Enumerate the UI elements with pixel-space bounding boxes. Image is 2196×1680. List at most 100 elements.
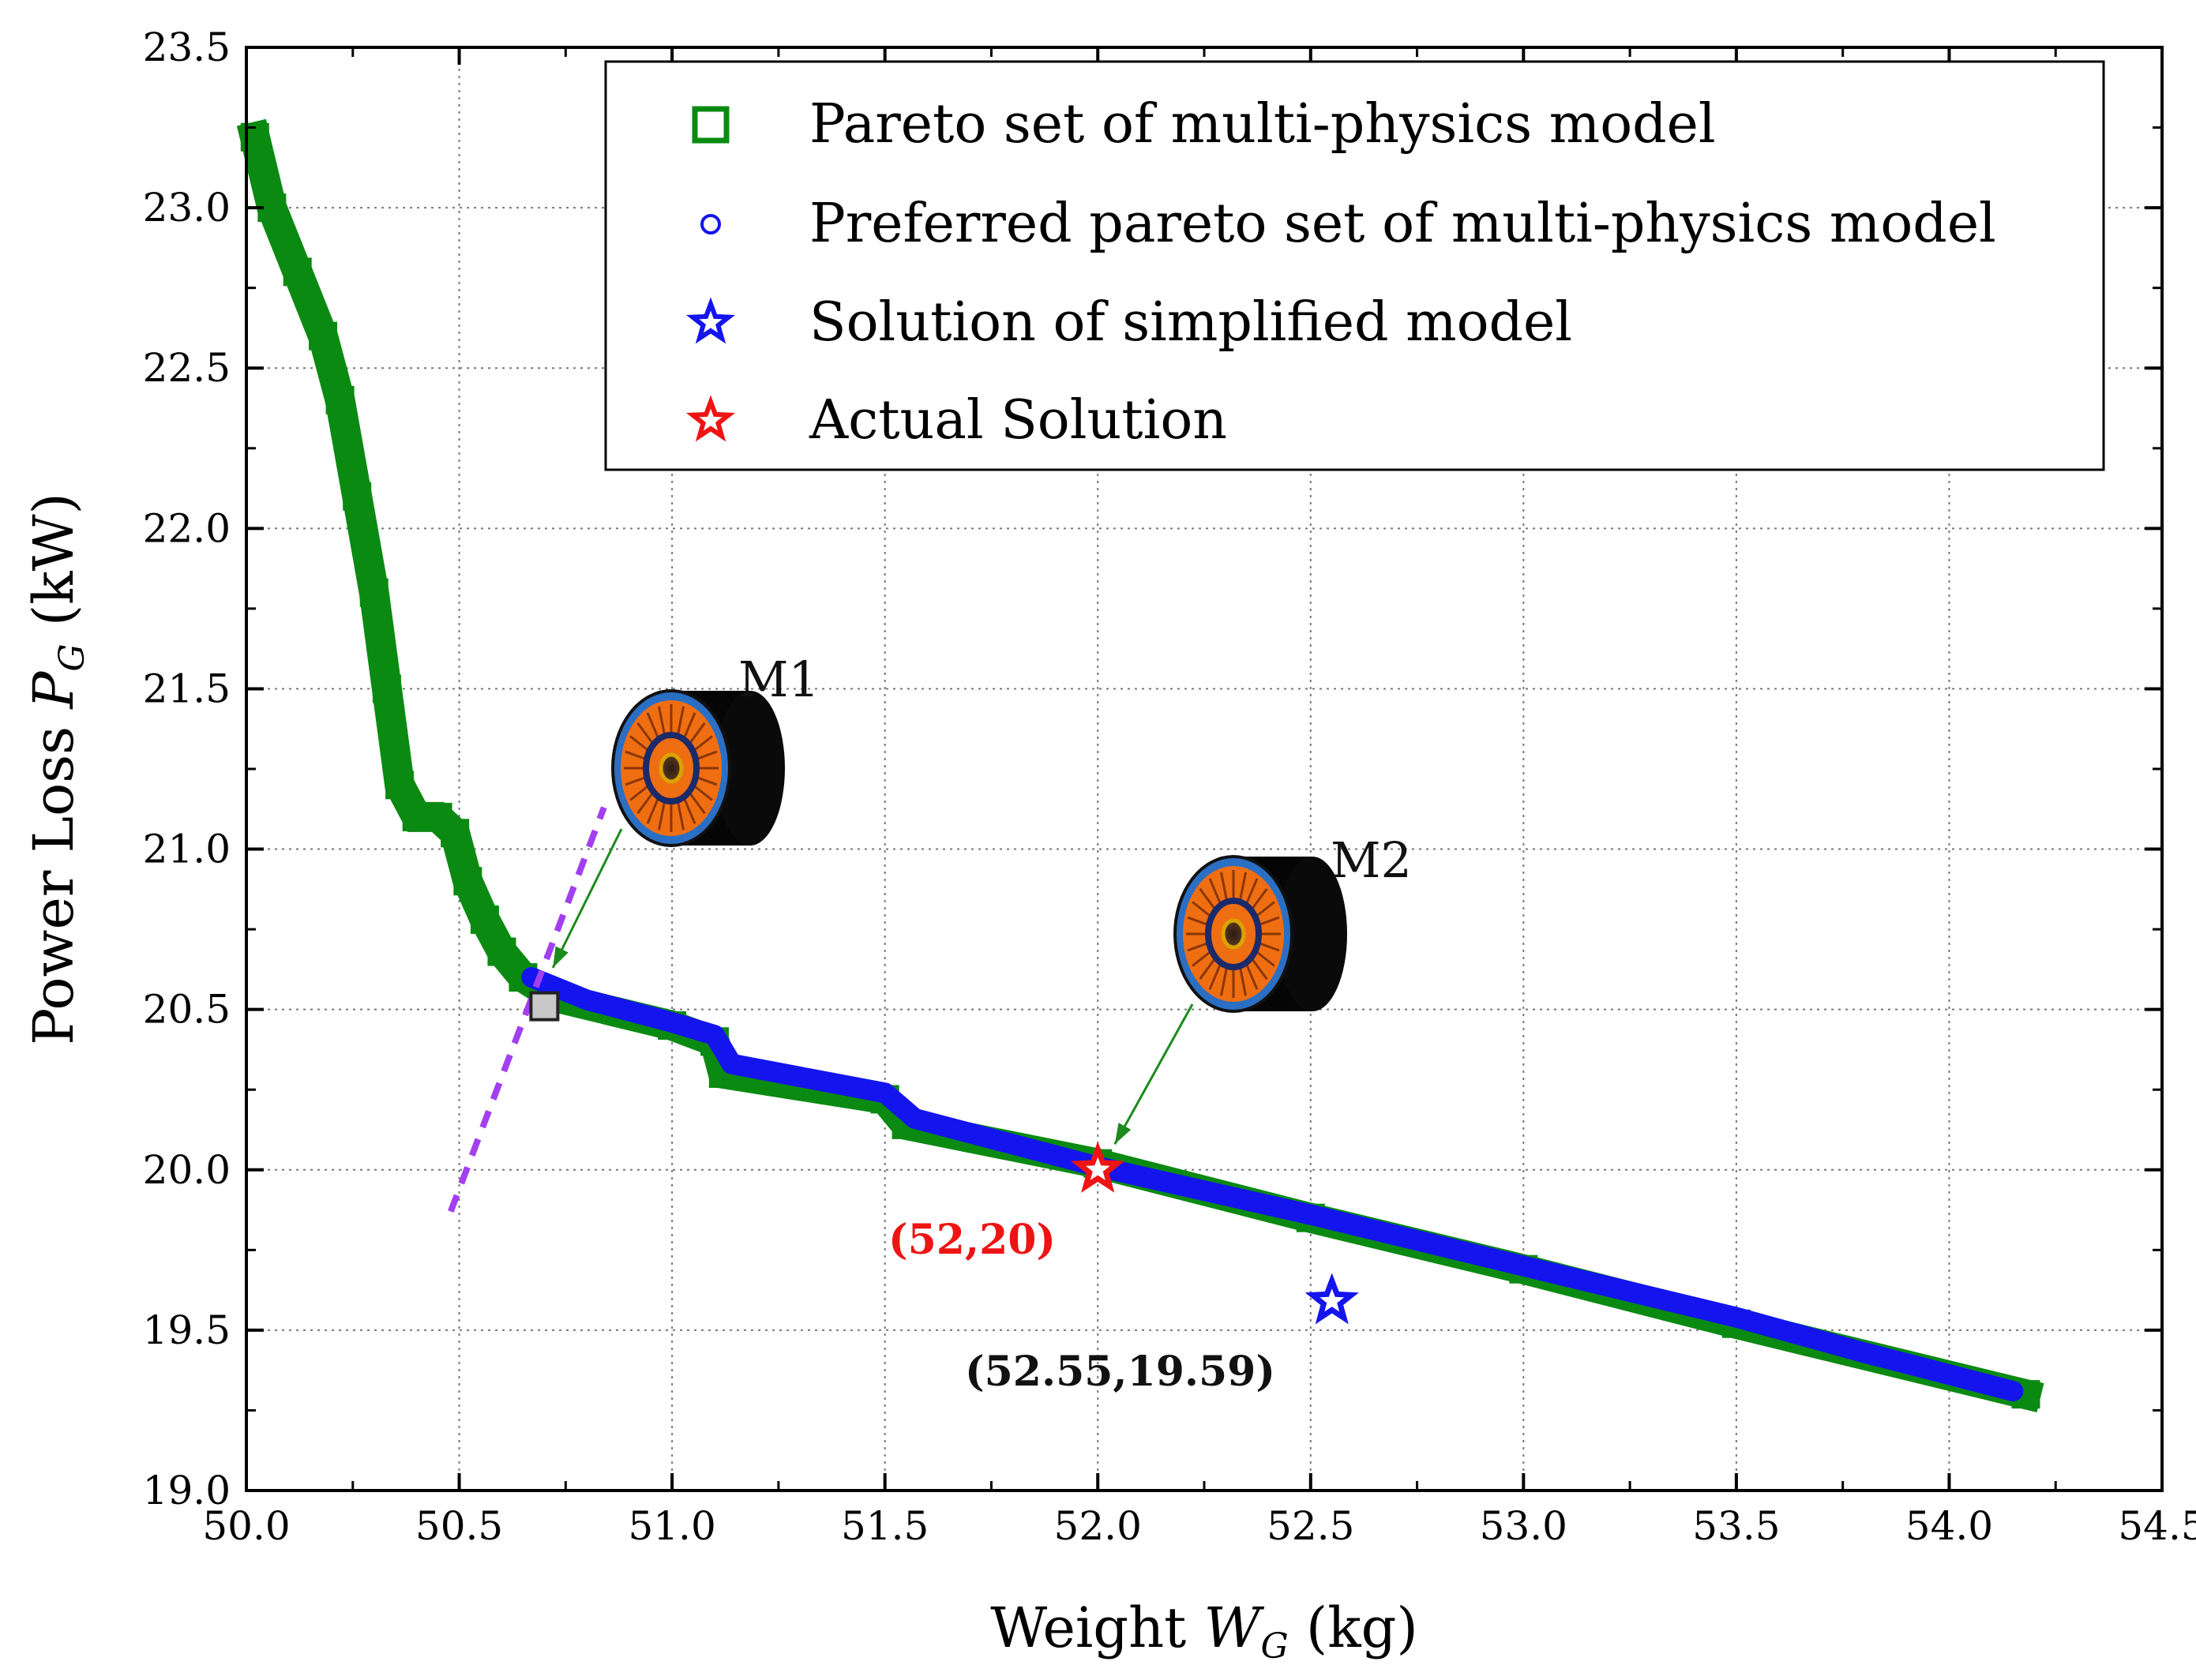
y-tick-label: 21.5: [143, 666, 231, 711]
stator-slot: [681, 712, 696, 741]
x-tick-label: 53.0: [1480, 1503, 1567, 1549]
motor-back: [1278, 857, 1347, 1011]
preferred-point: [1514, 1256, 1533, 1276]
stator-slot: [1208, 878, 1223, 907]
pareto-point: [470, 905, 499, 934]
stator-slot: [1208, 961, 1223, 990]
motor-shaft: [1221, 918, 1246, 950]
x-axis-label-unit: (kg): [1289, 1596, 1418, 1660]
preferred-point: [1854, 1343, 1874, 1363]
y-axis-label-var: P: [21, 670, 86, 711]
y-tick-label: 19.0: [143, 1468, 231, 1513]
pareto-point: [372, 674, 401, 703]
x-axis-label-text: Weight: [990, 1596, 1203, 1660]
y-tick-label: 21.0: [143, 827, 231, 872]
stator-slot: [1238, 872, 1248, 904]
pareto-point: [359, 578, 389, 607]
y-tick-label: 19.5: [143, 1307, 231, 1353]
legend-marker-square: [692, 106, 730, 144]
x-tick-label: 51.0: [628, 1503, 715, 1549]
preferred-point: [875, 1083, 895, 1103]
stator-slot: [1238, 964, 1248, 996]
motor-shaft: [659, 752, 684, 784]
y-tick-label: 20.5: [143, 987, 231, 1033]
ticks: 50.0 50.5 51.0 51.5 52.0 52.5 53.0 53.5 54.0 54.5…: [143, 24, 2196, 1549]
pareto-point: [487, 937, 516, 966]
x-tick-label: 53.5: [1692, 1503, 1780, 1549]
x-tick-label: 50.0: [202, 1503, 290, 1549]
motor-m1-icon: [611, 689, 785, 847]
motor-back: [715, 691, 785, 846]
grid: [246, 47, 2162, 1491]
y-axis-label-unit: (kW): [21, 493, 86, 643]
x-tick-label: 52.0: [1054, 1503, 1142, 1549]
legend-label: Pareto set of multi-physics model: [809, 93, 1716, 156]
stator-slot: [676, 706, 685, 738]
x-axis-label-sub: G: [1261, 1626, 1289, 1667]
x-tick-label: 54.0: [1905, 1503, 1993, 1549]
pareto-point: [343, 482, 372, 511]
legend-label: Preferred pareto set of multi-physics mo…: [809, 193, 1996, 255]
stator-slot: [1219, 872, 1229, 904]
simplified-solution-star: [1304, 1273, 1359, 1325]
pareto-point: [309, 321, 338, 351]
pareto-point: [453, 867, 482, 896]
legend-marker-circle: [700, 214, 721, 234]
y-tick-label: 22.0: [143, 505, 231, 551]
stator-slot: [676, 798, 685, 831]
pareto-point: [385, 771, 415, 800]
preferred-point: [905, 1108, 925, 1128]
x-tick-label: 52.5: [1267, 1503, 1354, 1549]
pareto-point: [283, 257, 312, 287]
x-axis-label: Weight WG (kg): [990, 1596, 1418, 1667]
decor-layer: [448, 689, 1347, 1213]
legend-marker-star: [685, 297, 736, 344]
legend-box: [604, 60, 2105, 471]
x-axis-label-var: W: [1204, 1596, 1265, 1660]
legend-label: Solution of simplified model: [809, 291, 1572, 354]
y-tick-label: 22.5: [143, 345, 231, 391]
legend: Pareto set of multi-physics model Preferr…: [604, 60, 2105, 471]
stator-slot: [1244, 878, 1259, 907]
stator-slot: [657, 706, 666, 738]
pareto-point: [325, 385, 355, 414]
preferred-point: [663, 1012, 682, 1032]
y-axis-label-sub: G: [52, 643, 92, 671]
y-axis-label-text: Power Loss: [21, 709, 86, 1045]
stator-slot: [681, 795, 696, 824]
x-tick-label: 50.5: [415, 1503, 503, 1549]
stator-slot: [1244, 961, 1259, 990]
motor-m2-icon: [1173, 855, 1347, 1013]
x-tick-label: 54.5: [2118, 1503, 2196, 1549]
m1-pointer-arrow: [551, 828, 623, 969]
y-axis-label: Power Loss PG (kW): [21, 493, 92, 1045]
preferred-band: [521, 967, 2024, 1402]
actual-solution-star: [1071, 1141, 1125, 1193]
legend-marker-star: [685, 395, 736, 442]
preferred-point: [2003, 1382, 2023, 1401]
arrow-shaft: [1113, 1003, 1194, 1146]
preferred-point: [722, 1054, 741, 1074]
annotation-m2: M2: [1331, 831, 1412, 889]
pareto-point: [441, 819, 470, 848]
stator-slot: [646, 795, 661, 824]
stator-slot: [657, 798, 666, 831]
arrow-head: [553, 946, 569, 968]
arrow-shaft: [551, 828, 623, 969]
series-layer: [236, 118, 2044, 1413]
y-tick-label: 23.0: [143, 185, 231, 231]
stator-slot: [646, 712, 661, 741]
stator-slot: [1219, 964, 1229, 996]
preferred-point: [705, 1026, 725, 1045]
x-tick-label: 51.5: [841, 1503, 929, 1549]
preferred-point: [1301, 1205, 1320, 1224]
y-tick-label: 23.5: [143, 24, 231, 70]
annotation-a2: (52.55,19.59): [965, 1348, 1275, 1396]
legend-label: Actual Solution: [809, 389, 1227, 452]
m2-pointer-arrow: [1113, 1003, 1194, 1146]
annotation-m1: M1: [738, 651, 820, 708]
gray-square-marker: [529, 991, 560, 1022]
preferred-point: [577, 990, 597, 1010]
